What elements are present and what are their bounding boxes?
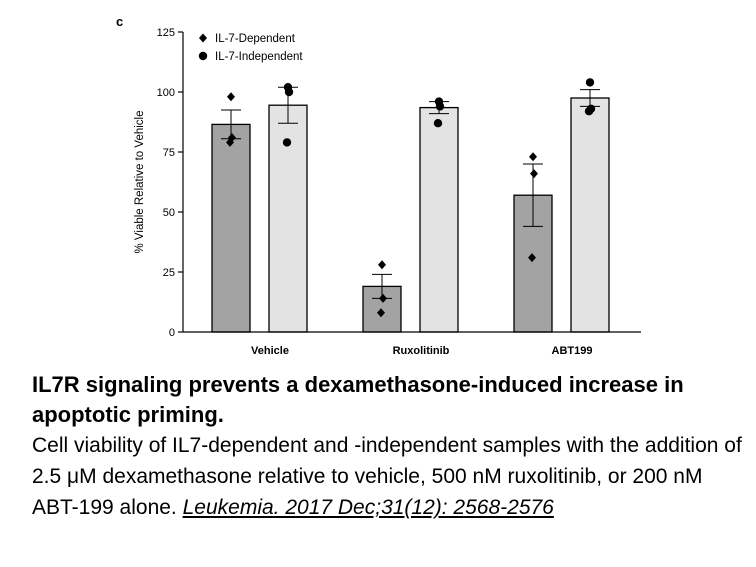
- legend-label: IL-7-Independent: [215, 51, 303, 63]
- legend-label: IL-7-Dependent: [215, 33, 296, 45]
- x-tick-label: Vehicle: [251, 345, 289, 357]
- y-tick-label: 75: [163, 147, 175, 159]
- data-point: [585, 78, 595, 87]
- y-tick-label: 0: [169, 327, 175, 339]
- x-tick-label: Ruxolitinib: [393, 345, 450, 357]
- bar: [570, 97, 610, 333]
- bar: [211, 123, 251, 333]
- data-point: [433, 119, 443, 128]
- x-tick-label: ABT199: [552, 345, 593, 357]
- figure-caption: IL7R signaling prevents a dexamethasone-…: [32, 370, 747, 523]
- citation-link[interactable]: Leukemia. 2017 Dec;31(12): 2568-2576: [182, 496, 554, 519]
- panel-label: c: [116, 14, 123, 29]
- data-point: [528, 253, 536, 263]
- y-tick-label: 125: [157, 27, 175, 39]
- data-point: [226, 137, 234, 147]
- data-point: [377, 308, 385, 318]
- data-point: [282, 138, 292, 147]
- data-point: [284, 87, 294, 97]
- legend-marker-circle: [198, 51, 208, 61]
- data-point: [530, 169, 538, 179]
- y-tick-label: 25: [163, 267, 175, 279]
- figure-panel: c 0 25 50 75 100 125 Vehicle Ruxolitinib ABT199 …: [116, 14, 641, 357]
- y-tick-label: 100: [157, 87, 175, 99]
- data-point: [584, 107, 594, 116]
- caption-text: Cell viability of IL7-dependent and -ind…: [32, 434, 742, 519]
- data-point: [379, 293, 387, 303]
- data-point: [227, 92, 235, 102]
- bar: [419, 106, 459, 333]
- caption-title: IL7R signaling prevents a dexamethasone-…: [32, 372, 684, 427]
- data-point: [435, 102, 445, 111]
- data-point: [378, 260, 386, 270]
- legend-marker-diamond: [199, 33, 207, 43]
- data-point: [529, 152, 537, 162]
- caption-body: Cell viability of IL7-dependent and -ind…: [32, 430, 747, 523]
- y-axis-label: % Viable Relative to Vehicle: [134, 111, 146, 254]
- y-tick-label: 50: [163, 207, 175, 219]
